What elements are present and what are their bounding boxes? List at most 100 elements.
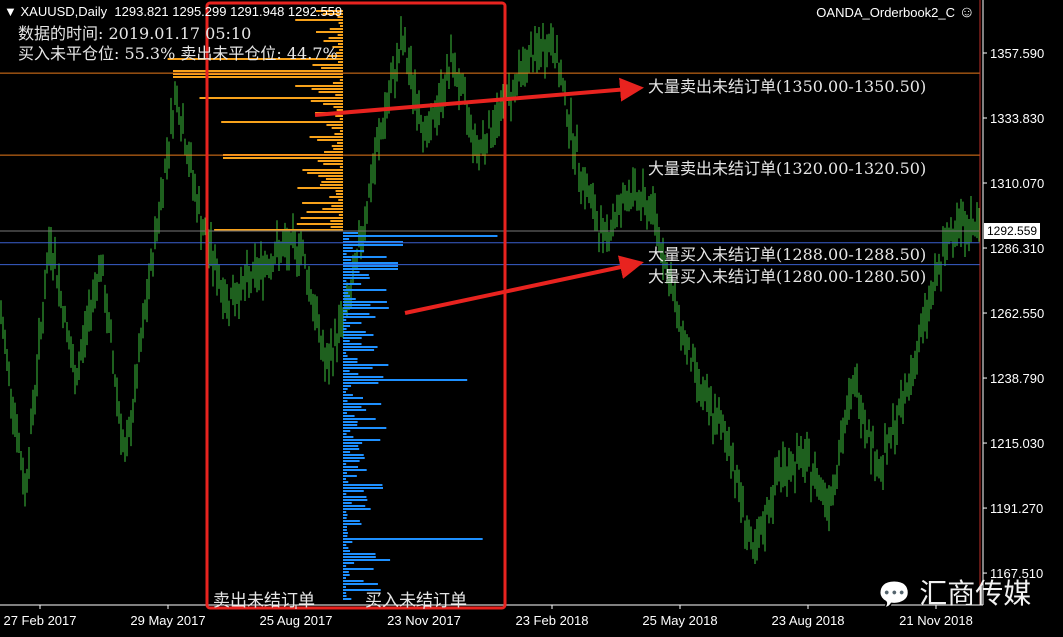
- level-label: 大量买入未结订单(1280.00-1280.50): [648, 267, 927, 286]
- sell-order-bar: [332, 46, 343, 48]
- x-tick-label: 23 Nov 2017: [387, 613, 461, 628]
- y-tick-label: 1191.270: [990, 501, 1043, 516]
- sell-order-bar: [325, 178, 343, 180]
- sell-order-bar: [214, 229, 343, 231]
- buy-order-bar: [343, 379, 468, 381]
- buy-order-bar: [343, 568, 374, 570]
- sell-order-bar: [322, 208, 343, 210]
- sell-order-bar: [312, 64, 343, 66]
- sell-order-bar: [330, 220, 343, 222]
- buy-order-bar: [343, 433, 347, 435]
- sell-order-bar: [167, 58, 343, 60]
- level-label: 大量卖出未结订单(1350.00-1350.50): [648, 77, 927, 96]
- buy-order-bar: [343, 334, 374, 336]
- buy-order-bar: [343, 244, 403, 246]
- current-price-tag: 1292.559: [984, 223, 1041, 239]
- buy-order-bar: [343, 241, 403, 243]
- buy-order-bar: [343, 253, 347, 255]
- buy-order-bar: [343, 571, 349, 573]
- buy-order-bar: [343, 412, 347, 414]
- x-tick-label: 25 Aug 2017: [259, 613, 332, 628]
- sell-order-bar: [334, 133, 343, 135]
- buy-order-bar: [343, 553, 376, 555]
- buy-order-bar: [343, 397, 364, 399]
- buy-order-bar: [343, 295, 351, 297]
- sell-order-bar: [327, 55, 343, 57]
- sell-order-bar: [329, 28, 343, 30]
- sell-order-bar: [223, 157, 343, 159]
- buy-order-bar: [343, 340, 350, 342]
- x-tick-label: 29 May 2017: [130, 613, 205, 628]
- buy-order-bar: [343, 574, 350, 576]
- buy-order-bar: [343, 388, 348, 390]
- buy-order-bar: [343, 280, 347, 282]
- sell-order-bar: [331, 127, 343, 129]
- watermark: 💬 汇商传媒: [878, 572, 1031, 612]
- sell-order-bar: [296, 223, 343, 225]
- buy-order-bar: [343, 259, 352, 261]
- sell-order-bar: [338, 199, 343, 201]
- smiley-icon[interactable]: ☺: [958, 4, 975, 21]
- sell-order-bar: [336, 193, 343, 195]
- sell-order-bar: [337, 34, 343, 36]
- sell-order-bar: [199, 97, 343, 99]
- sell-order-bar: [336, 109, 343, 111]
- buy-order-bar: [343, 535, 348, 537]
- level-label: 大量卖出未结订单(1320.00-1320.50): [648, 159, 927, 178]
- y-tick-label: 1238.790: [990, 371, 1044, 386]
- sell-order-bar: [335, 190, 343, 192]
- buy-order-bar: [343, 337, 362, 339]
- buy-order-bar: [343, 304, 371, 306]
- sell-order-bar: [315, 10, 343, 12]
- buy-order-bar: [343, 451, 351, 453]
- sell-order-bar: [333, 148, 343, 150]
- sell-order-bar: [173, 70, 343, 72]
- buy-order-bar: [343, 262, 398, 264]
- sell-order-bar: [316, 31, 343, 33]
- buy-order-bar: [343, 466, 359, 468]
- dropdown-icon[interactable]: ▼: [4, 4, 17, 19]
- buy-order-bar: [343, 541, 353, 543]
- buy-order-bar: [343, 346, 378, 348]
- sell-order-bar: [173, 73, 343, 75]
- buy-order-bar: [343, 421, 358, 423]
- sell-order-bar: [335, 115, 343, 117]
- sell-order-bar: [338, 214, 343, 216]
- buy-order-bar: [343, 592, 347, 594]
- buy-order-bar: [343, 580, 364, 582]
- buy-order-bar: [343, 583, 378, 585]
- wechat-icon: 💬: [878, 580, 911, 610]
- buy-order-bar: [343, 457, 365, 459]
- chart-header: ▼ XAUUSD,Daily 1293.821 1295.299 1291.94…: [4, 4, 342, 19]
- sell-order-bar: [318, 175, 343, 177]
- sell-order-bar: [330, 226, 343, 228]
- y-tick-label: 1215.030: [990, 436, 1044, 451]
- sell-orders-label: 卖出未结订单: [213, 591, 315, 611]
- buy-order-bar: [343, 577, 347, 579]
- y-tick-label: 1333.830: [990, 111, 1044, 126]
- buy-order-bar: [343, 268, 398, 270]
- buy-order-bar: [343, 475, 357, 477]
- sell-order-bar: [333, 106, 343, 108]
- buy-order-bar: [343, 409, 367, 411]
- buy-order-bar: [343, 349, 375, 351]
- buy-order-bar: [343, 313, 370, 315]
- buy-order-bar: [343, 436, 354, 438]
- buy-order-bar: [343, 382, 379, 384]
- buy-order-bar: [343, 343, 362, 345]
- sell-order-bar: [339, 25, 343, 27]
- sell-order-bar: [321, 67, 343, 69]
- buy-orders-label: 买入未结订单: [365, 591, 467, 611]
- buy-order-bar: [343, 556, 376, 558]
- buy-order-bar: [343, 511, 347, 513]
- buy-order-bar: [343, 328, 347, 330]
- buy-order-bar: [343, 316, 376, 318]
- sell-order-bar: [339, 118, 343, 120]
- buy-order-bar: [343, 565, 347, 567]
- sell-order-bar: [318, 91, 343, 93]
- buy-order-bar: [343, 232, 359, 234]
- buy-order-bar: [343, 331, 366, 333]
- sell-order-bar: [323, 163, 343, 165]
- x-tick-label: 27 Feb 2017: [3, 613, 76, 628]
